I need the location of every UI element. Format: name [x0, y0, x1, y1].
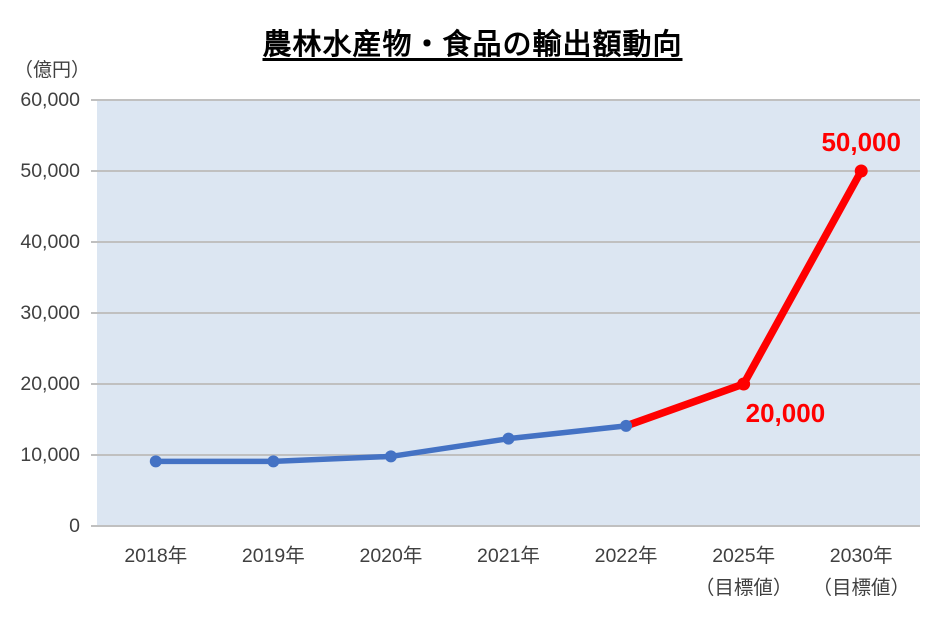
data-point-actual-exports [502, 432, 515, 445]
data-point-actual-exports [384, 450, 397, 463]
data-point-target-projection [854, 164, 868, 178]
chart-title: 農林水産物・食品の輸出額動向 [262, 29, 683, 61]
data-point-actual-exports [149, 455, 162, 468]
data-point-actual-exports [267, 455, 280, 468]
y-axis-unit-label: （億円） [14, 60, 91, 81]
data-point-target-projection [737, 377, 751, 391]
data-point-actual-exports [620, 419, 633, 432]
